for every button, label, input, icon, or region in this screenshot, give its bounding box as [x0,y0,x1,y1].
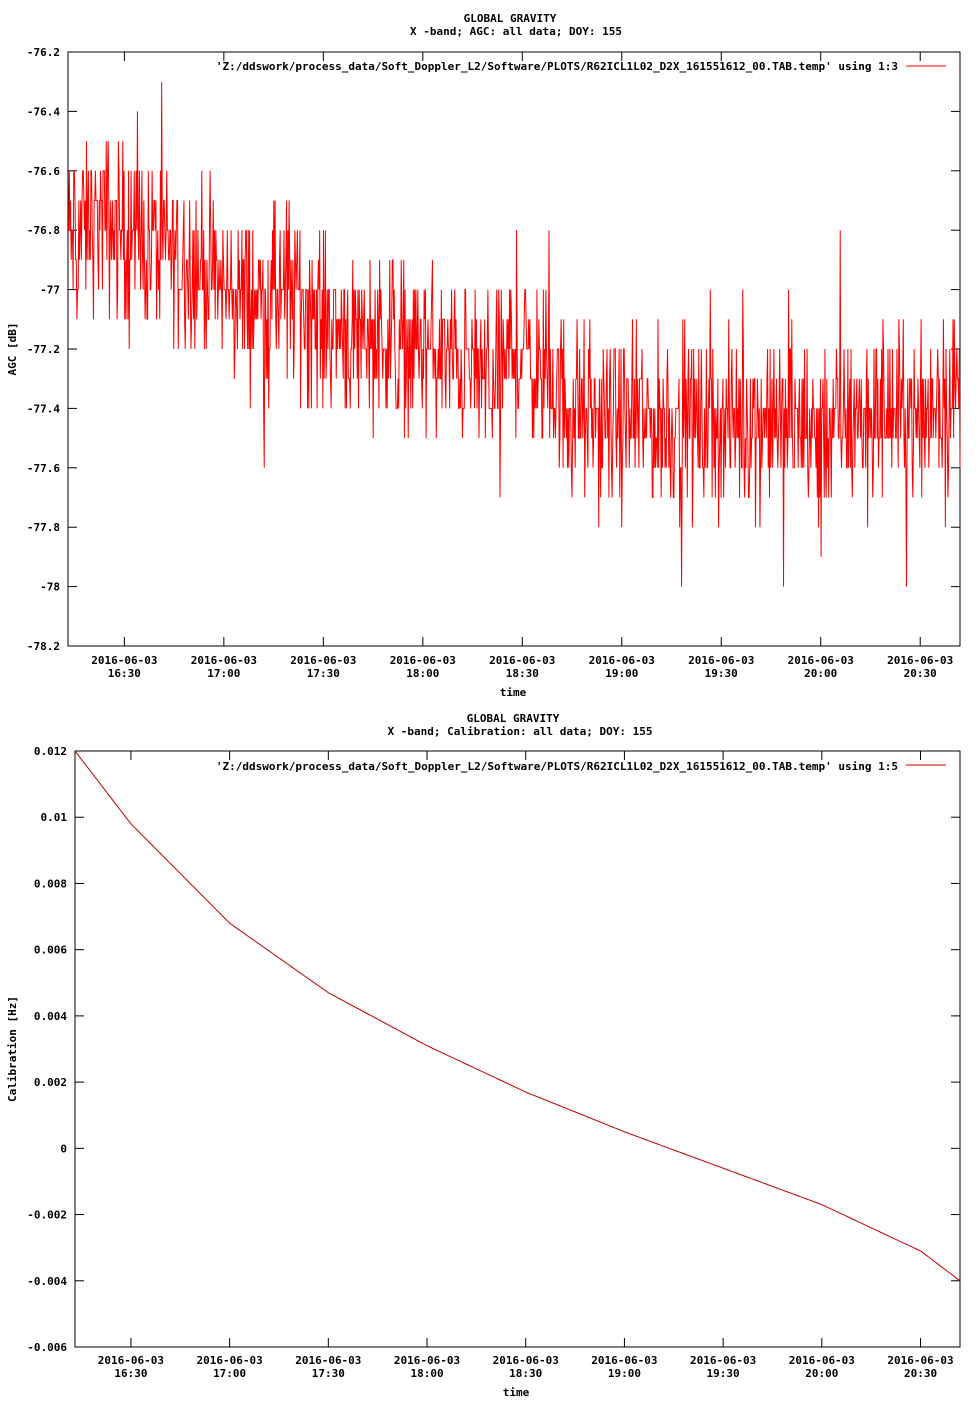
agc-series-line [68,81,961,587]
x-tick-time-label: 20:00 [804,667,837,680]
x-tick-date-label: 2016-06-03 [688,654,754,667]
x-tick-time-label: 19:00 [608,1367,641,1380]
x-tick-date-label: 2016-06-03 [489,654,555,667]
x-tick-date-label: 2016-06-03 [98,1354,164,1367]
y-tick-label: -76.8 [27,224,60,237]
x-tick-time-label: 17:00 [207,667,240,680]
x-tick-date-label: 2016-06-03 [788,654,854,667]
x-tick-time-label: 19:30 [705,667,738,680]
calibration-chart-subtitle: X -band; Calibration: all data; DOY: 155 [388,725,653,738]
x-tick-date-label: 2016-06-03 [887,654,953,667]
y-tick-label: -0.004 [27,1275,67,1288]
y-tick-label: 0.01 [41,811,68,824]
x-tick-time-label: 18:00 [410,1367,443,1380]
x-tick-time-label: 16:30 [108,667,141,680]
y-tick-label: -78 [40,581,60,594]
calibration-y-axis: 0.012 0.01 0.008 0.006 0.004 0.002 0 -0.002 -0.0… [27,745,960,1354]
y-tick-label: 0.004 [34,1010,67,1023]
x-tick-time-label: 19:30 [707,1367,740,1380]
x-tick-date-label: 2016-06-03 [91,654,157,667]
x-tick-time-label: 17:30 [307,667,340,680]
y-tick-label: -76.4 [27,105,60,118]
y-tick-label: -77.2 [27,343,60,356]
y-tick-label: -0.002 [27,1209,67,1222]
x-tick-time-label: 17:30 [312,1367,345,1380]
calibration-x-axis-label: time [503,1386,530,1399]
x-tick-date-label: 2016-06-03 [887,1354,953,1367]
agc-chart: GLOBAL GRAVITY X -band; AGC: all data; D… [6,12,961,699]
y-tick-label: 0.012 [34,745,67,758]
calibration-plot-frame [74,750,961,1348]
x-tick-time-label: 18:30 [509,1367,542,1380]
x-tick-date-label: 2016-06-03 [295,1354,361,1367]
x-tick-time-label: 20:30 [904,667,937,680]
y-tick-label: -0.006 [27,1341,67,1354]
agc-x-axis-label: time [500,686,527,699]
agc-chart-title: GLOBAL GRAVITY [464,12,557,25]
x-tick-date-label: 2016-06-03 [390,654,456,667]
y-tick-label: -77.8 [27,521,60,534]
y-tick-label: -77 [40,284,60,297]
y-tick-label: -78.2 [27,640,60,653]
y-tick-label: -76.2 [27,46,60,59]
y-tick-label: -77.6 [27,462,60,475]
y-tick-label: -77.4 [27,402,60,415]
y-tick-label: 0 [60,1142,67,1155]
agc-legend-label: 'Z:/ddswork/process_data/Soft_Doppler_L2… [216,60,898,73]
calibration-series-line [74,750,961,1282]
x-tick-time-label: 17:00 [213,1367,246,1380]
x-tick-date-label: 2016-06-03 [690,1354,756,1367]
calibration-y-axis-label: Calibration [Hz] [6,996,19,1102]
agc-y-axis-label: AGC [dB] [6,323,19,376]
x-tick-date-label: 2016-06-03 [589,654,655,667]
x-tick-date-label: 2016-06-03 [394,1354,460,1367]
y-tick-label: 0.002 [34,1076,67,1089]
x-tick-time-label: 18:00 [406,667,439,680]
calibration-x-axis: 2016-06-0316:302016-06-0317:002016-06-03… [98,751,954,1380]
x-tick-date-label: 2016-06-03 [789,1354,855,1367]
x-tick-date-label: 2016-06-03 [290,654,356,667]
x-tick-time-label: 20:30 [904,1367,937,1380]
calibration-chart: GLOBAL GRAVITY X -band; Calibration: all… [6,712,961,1399]
x-tick-time-label: 19:00 [605,667,638,680]
agc-x-axis: 2016-06-0316:302016-06-0317:002016-06-03… [91,52,953,680]
x-tick-time-label: 16:30 [114,1367,147,1380]
x-tick-date-label: 2016-06-03 [191,654,257,667]
calibration-chart-title: GLOBAL GRAVITY [467,712,560,725]
x-tick-date-label: 2016-06-03 [493,1354,559,1367]
x-tick-date-label: 2016-06-03 [197,1354,263,1367]
x-tick-date-label: 2016-06-03 [591,1354,657,1367]
y-tick-label: 0.006 [34,944,67,957]
agc-chart-subtitle: X -band; AGC: all data; DOY: 155 [410,25,622,38]
y-tick-label: 0.008 [34,877,67,890]
x-tick-time-label: 18:30 [506,667,539,680]
x-tick-time-label: 20:00 [805,1367,838,1380]
calibration-legend-label: 'Z:/ddswork/process_data/Soft_Doppler_L2… [216,760,898,773]
y-tick-label: -76.6 [27,165,60,178]
